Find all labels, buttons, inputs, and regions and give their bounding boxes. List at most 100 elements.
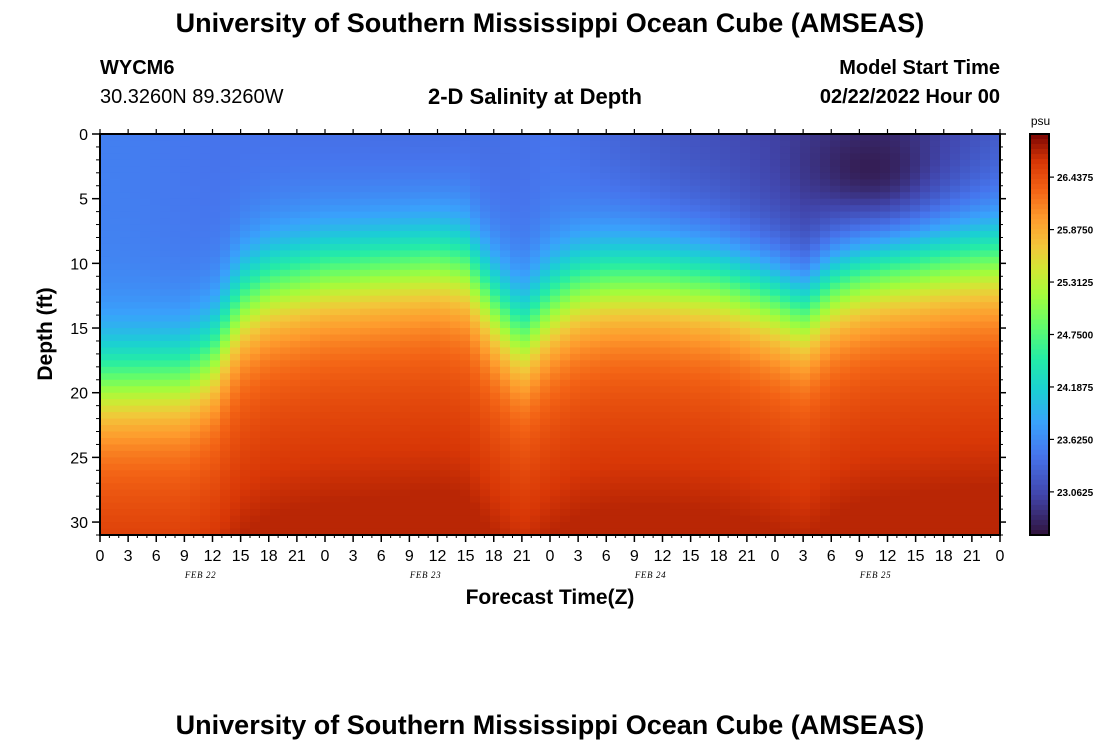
heatmap-cell <box>340 282 351 290</box>
heatmap-cell <box>820 269 831 277</box>
heatmap-cell <box>120 392 131 400</box>
heatmap-cell <box>460 347 471 355</box>
heatmap-cell <box>380 282 391 290</box>
heatmap-cell <box>740 437 751 446</box>
heatmap-cell <box>800 379 811 387</box>
heatmap-cell <box>410 179 421 187</box>
heatmap-cell <box>410 509 421 517</box>
heatmap-cell <box>130 224 141 232</box>
heatmap-cell <box>680 444 691 452</box>
heatmap-cell <box>480 347 491 355</box>
heatmap-cell <box>740 243 751 252</box>
heatmap-cell <box>600 418 611 426</box>
heatmap-cell <box>240 134 251 142</box>
heatmap-cell <box>720 321 731 329</box>
heatmap-cell <box>690 256 701 264</box>
heatmap-cell <box>540 502 551 510</box>
heatmap-cell <box>530 192 541 200</box>
heatmap-cell <box>710 231 721 239</box>
heatmap-cell <box>640 159 651 167</box>
heatmap-cell <box>360 528 371 536</box>
heatmap-cell <box>460 328 471 336</box>
heatmap-cell <box>610 198 621 206</box>
heatmap-cell <box>720 470 731 478</box>
heatmap-cell <box>170 528 181 536</box>
heatmap-cell <box>190 399 201 407</box>
heatmap-cell <box>610 386 621 394</box>
heatmap-cell <box>400 192 411 200</box>
heatmap-cell <box>200 315 211 323</box>
heatmap-cell <box>860 250 871 258</box>
heatmap-cell <box>280 308 291 316</box>
heatmap-cell <box>540 431 551 439</box>
heatmap-cell <box>810 528 821 536</box>
heatmap-cell <box>650 328 661 336</box>
heatmap-cell <box>780 237 791 245</box>
heatmap-cell <box>370 134 381 142</box>
heatmap-cell <box>860 347 871 355</box>
heatmap-cell <box>260 134 271 142</box>
heatmap-cell <box>890 237 901 245</box>
heatmap-cell <box>200 192 211 200</box>
heatmap-cell <box>240 302 251 310</box>
heatmap-cell <box>900 185 911 193</box>
heatmap-cell <box>610 315 621 323</box>
heatmap-cell <box>740 386 751 394</box>
heatmap-cell <box>700 159 711 167</box>
heatmap-cell <box>200 166 211 174</box>
heatmap-cell <box>190 392 201 400</box>
heatmap-cell <box>670 243 681 252</box>
heatmap-cell <box>450 237 461 245</box>
heatmap-cell <box>410 289 421 297</box>
heatmap-cell <box>750 528 761 536</box>
heatmap-cell <box>840 366 851 374</box>
heatmap-cell <box>130 153 141 161</box>
heatmap-cell <box>770 231 781 239</box>
heatmap-cell <box>190 192 201 200</box>
heatmap-cell <box>820 444 831 452</box>
heatmap-cell <box>890 166 901 174</box>
heatmap-cell <box>870 431 881 439</box>
heatmap-cell <box>840 379 851 387</box>
heatmap-cell <box>850 250 861 258</box>
heatmap-cell <box>770 211 781 219</box>
heatmap-cell <box>800 366 811 374</box>
heatmap-cell <box>310 140 321 148</box>
heatmap-cell <box>740 179 751 187</box>
heatmap-cell <box>540 256 551 264</box>
heatmap-cell <box>410 282 421 290</box>
heatmap-cell <box>560 179 571 187</box>
heatmap-cell <box>110 522 121 530</box>
heatmap-cell <box>840 502 851 510</box>
heatmap-cell <box>800 153 811 161</box>
heatmap-cell <box>870 386 881 394</box>
heatmap-cell <box>240 269 251 277</box>
heatmap-cell <box>350 476 361 484</box>
heatmap-cell <box>790 328 801 336</box>
heatmap-cell <box>200 269 211 277</box>
heatmap-cell <box>260 457 271 465</box>
heatmap-cell <box>660 146 671 155</box>
heatmap-cell <box>730 360 741 368</box>
heatmap-cell <box>490 166 501 174</box>
heatmap-cell <box>170 179 181 187</box>
heatmap-cell <box>420 353 431 361</box>
heatmap-cell <box>410 489 421 497</box>
heatmap-cell <box>590 522 601 530</box>
heatmap-cell <box>160 185 171 193</box>
heatmap-cell <box>230 231 241 239</box>
heatmap-cell <box>480 522 491 530</box>
heatmap-cell <box>140 166 151 174</box>
heatmap-cell <box>620 134 631 142</box>
heatmap-cell <box>400 431 411 439</box>
heatmap-cell <box>790 463 801 471</box>
heatmap-cell <box>420 321 431 329</box>
heatmap-cell <box>740 347 751 355</box>
heatmap-cell <box>210 476 221 484</box>
heatmap-cell <box>210 450 221 458</box>
chart-subtitle: 2-D Salinity at Depth <box>428 84 642 109</box>
heatmap-cell <box>150 224 161 232</box>
heatmap-cell <box>170 211 181 219</box>
heatmap-cell <box>260 476 271 484</box>
heatmap-cell <box>270 366 281 374</box>
